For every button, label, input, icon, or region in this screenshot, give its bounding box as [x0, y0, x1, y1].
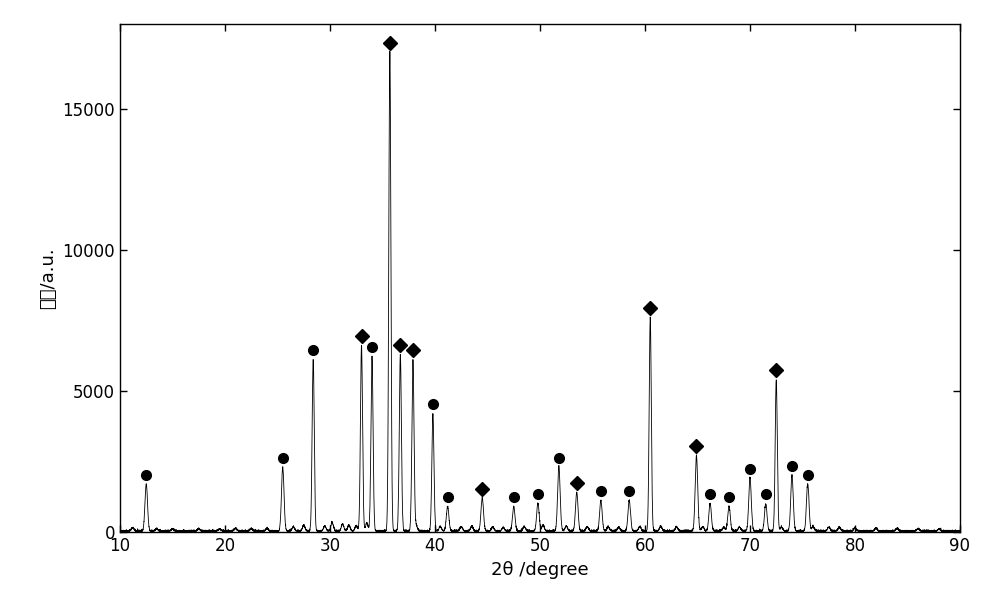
X-axis label: 2θ /degree: 2θ /degree [491, 561, 589, 579]
Y-axis label: 强度/a.u.: 强度/a.u. [39, 247, 57, 309]
